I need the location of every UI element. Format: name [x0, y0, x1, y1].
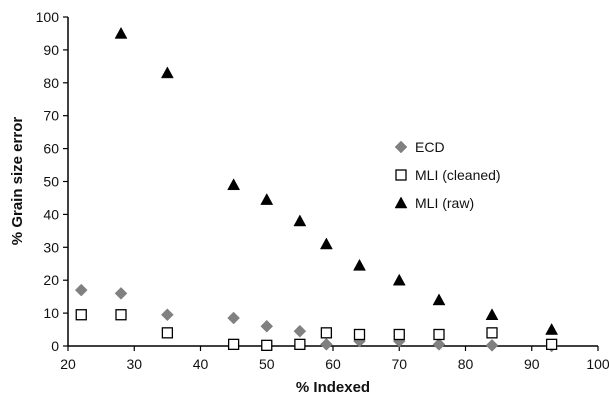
data-point-mli-raw [319, 237, 333, 250]
y-tick-label: 0 [51, 338, 59, 354]
data-point-ecd [485, 338, 499, 352]
y-tick-label: 90 [43, 42, 59, 58]
x-axis-title: % Indexed [296, 379, 370, 396]
data-point-ecd [320, 338, 333, 351]
data-point-mli-raw [392, 273, 406, 286]
data-point-mli-cleaned [75, 309, 87, 321]
data-point-ecd [114, 287, 128, 300]
y-tick-label: 50 [43, 174, 59, 190]
legend-marker-mli-cleaned [395, 169, 407, 181]
data-point-mli-cleaned [161, 327, 174, 339]
data-point-mli-cleaned [294, 338, 306, 351]
data-point-mli-cleaned [545, 338, 558, 351]
y-axis-title: % Grain size error [9, 117, 26, 246]
x-tick-label: 40 [193, 356, 209, 372]
data-point-mli-cleaned [353, 328, 366, 341]
data-point-ecd [293, 324, 307, 338]
y-tick-label: 20 [43, 272, 59, 288]
data-point-ecd [161, 308, 174, 322]
data-point-mli-cleaned [261, 339, 273, 351]
x-tick-label: 100 [586, 356, 609, 372]
data-point-mli-raw [353, 258, 366, 271]
data-point-ecd [74, 283, 88, 297]
y-tick-label: 60 [43, 141, 59, 157]
data-point-mli-raw [545, 323, 559, 335]
x-tick-label: 60 [325, 356, 341, 372]
data-point-mli-cleaned [115, 309, 127, 321]
data-point-mli-cleaned [393, 328, 405, 341]
x-tick-label: 50 [259, 356, 275, 372]
data-point-ecd [227, 311, 240, 325]
x-tick-label: 80 [458, 356, 474, 372]
data-point-mli-raw [114, 26, 128, 39]
x-tick-label: 70 [391, 356, 407, 372]
data-point-ecd [260, 319, 274, 333]
y-tick-label: 40 [43, 206, 59, 222]
data-markers [74, 26, 559, 353]
y-tick-label: 100 [36, 9, 60, 25]
data-point-mli-raw [432, 293, 446, 306]
y-ticks: 0 10 20 30 40 50 60 70 80 90 100 [36, 9, 68, 354]
data-point-mli-raw [293, 214, 307, 227]
x-ticks: 20 30 40 50 60 70 80 90 100 [60, 346, 609, 372]
y-tick-label: 10 [43, 305, 59, 321]
data-point-mli-raw [227, 178, 241, 191]
x-tick-label: 20 [60, 356, 76, 372]
data-point-mli-cleaned [486, 327, 498, 339]
y-tick-label: 70 [43, 108, 59, 124]
legend-label-mli-cleaned: MLI (cleaned) [415, 167, 501, 183]
data-point-mli-cleaned [320, 327, 333, 339]
data-point-mli-cleaned [227, 338, 240, 351]
x-tick-label: 90 [524, 356, 540, 372]
y-tick-label: 80 [43, 75, 59, 91]
data-point-ecd [432, 338, 446, 351]
legend-label-mli-raw: MLI (raw) [415, 195, 474, 211]
data-point-mli-raw [260, 193, 274, 205]
plot-area [67, 17, 598, 347]
legend-marker-ecd [394, 140, 408, 154]
data-point-mli-cleaned [433, 328, 445, 341]
data-point-mli-raw [485, 308, 499, 320]
data-point-mli-raw [160, 66, 174, 79]
y-tick-label: 30 [43, 239, 59, 255]
legend-marker-mli-raw [394, 196, 408, 209]
legend-label-ecd: ECD [415, 139, 445, 155]
x-tick-label: 30 [126, 356, 142, 372]
legend: ECD MLI (cleaned) MLI (raw) [394, 139, 501, 211]
